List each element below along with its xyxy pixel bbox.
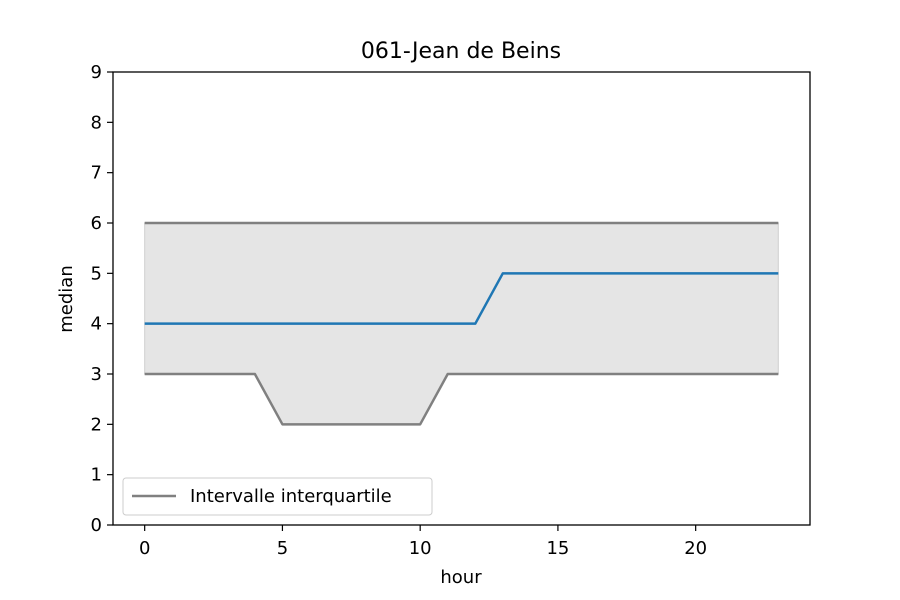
q1-line bbox=[144, 372, 779, 426]
plot-area bbox=[144, 221, 779, 426]
y-axis-label: median bbox=[56, 265, 77, 332]
ticks: 0 5 10 15 20 0 1 2 3 4 5 6 7 8 9 bbox=[91, 62, 708, 559]
x-tick-label: 10 bbox=[409, 538, 432, 559]
x-tick-label: 20 bbox=[684, 538, 707, 559]
legend: Intervalle interquartile bbox=[122, 477, 433, 516]
y-tick-label: 3 bbox=[91, 364, 102, 385]
y-tick-label: 1 bbox=[91, 465, 102, 486]
legend-box bbox=[122, 477, 433, 516]
legend-label-interquartile: Intervalle interquartile bbox=[190, 486, 392, 507]
y-tick-label: 9 bbox=[91, 62, 102, 83]
median-line bbox=[144, 272, 779, 325]
y-tick-label: 4 bbox=[91, 314, 102, 335]
y-tick-label: 2 bbox=[91, 414, 102, 435]
x-tick-label: 5 bbox=[277, 538, 288, 559]
y-tick-label: 0 bbox=[91, 515, 102, 536]
x-tick-label: 0 bbox=[139, 538, 150, 559]
y-tick-label: 8 bbox=[91, 112, 102, 133]
axes-frame bbox=[112, 71, 811, 526]
x-axis-label: hour bbox=[440, 567, 482, 588]
y-tick-label: 7 bbox=[91, 163, 102, 184]
chart-title: 061-Jean de Beins bbox=[361, 39, 561, 64]
y-tick-label: 6 bbox=[91, 213, 102, 234]
x-tick-label: 15 bbox=[546, 538, 569, 559]
y-tick-label: 5 bbox=[91, 263, 102, 284]
